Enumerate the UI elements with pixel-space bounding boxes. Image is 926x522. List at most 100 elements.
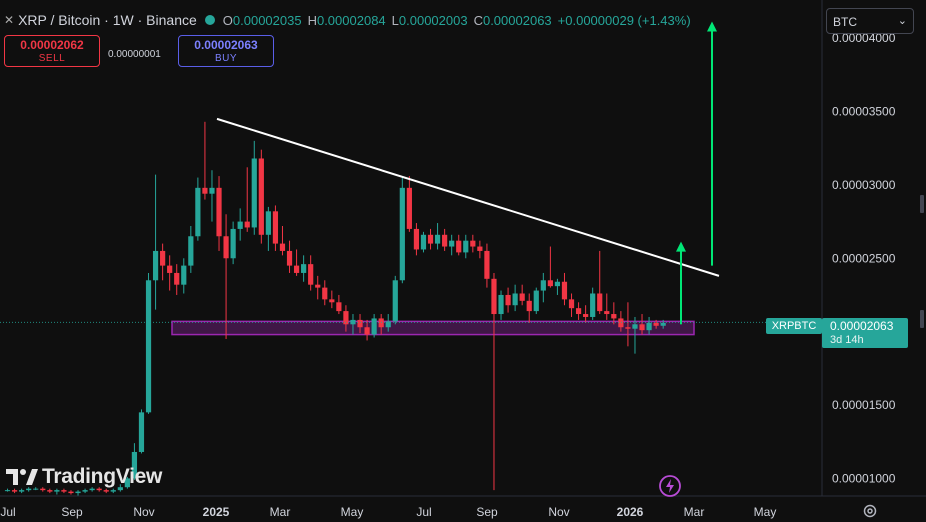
candle[interactable] [160,243,166,281]
candle[interactable] [660,319,666,329]
candle[interactable] [449,234,455,256]
candle[interactable] [223,214,229,339]
candle[interactable] [195,177,201,241]
candle[interactable] [230,221,236,265]
candle[interactable] [625,302,631,347]
symbol-selector[interactable]: BTC ⌄ [826,8,914,34]
candle[interactable] [117,484,123,492]
target-arrow[interactable] [707,21,717,266]
candle[interactable] [174,264,180,295]
candle[interactable] [61,488,67,494]
candle[interactable] [82,488,88,494]
candle[interactable] [138,409,145,454]
candle[interactable] [131,443,138,480]
candle[interactable] [145,272,152,414]
descending-trendline[interactable] [216,117,720,277]
candle[interactable] [357,314,363,334]
candle[interactable] [216,176,222,251]
candle[interactable] [406,176,412,232]
candle[interactable] [293,249,300,276]
candle[interactable] [265,206,271,251]
settings-gear-icon[interactable] [862,503,878,519]
candle[interactable] [308,255,314,291]
candle[interactable] [442,228,448,251]
candle[interactable] [526,293,532,323]
candle[interactable] [512,284,518,312]
tradingview-logo[interactable]: TradingView [6,464,162,490]
candle[interactable] [322,280,328,306]
candle[interactable] [89,487,95,492]
candle[interactable] [611,302,617,325]
candle[interactable] [639,314,645,335]
candle[interactable] [456,234,462,256]
candle[interactable] [554,278,561,295]
candle[interactable] [470,234,476,253]
sell-button[interactable]: 0.00002062 SELL [4,35,100,67]
candle[interactable] [350,314,356,335]
candle[interactable] [399,177,405,284]
candle[interactable] [632,316,638,354]
candle[interactable] [26,487,32,492]
candle[interactable] [618,311,624,332]
candle[interactable] [653,319,659,329]
candle[interactable] [519,284,525,306]
candle[interactable] [279,225,286,256]
candle[interactable] [597,250,603,315]
candle[interactable] [385,314,391,332]
candle[interactable] [286,240,293,273]
candle[interactable] [413,223,420,256]
candle[interactable] [152,174,159,310]
target-arrow[interactable] [676,241,686,325]
close-icon[interactable]: ✕ [4,13,15,27]
candle[interactable] [33,487,39,491]
candle[interactable] [103,488,109,494]
candle[interactable] [336,294,342,315]
candle[interactable] [47,488,53,494]
candle[interactable] [4,488,11,492]
candle[interactable] [181,258,187,294]
candle[interactable] [237,208,243,241]
scroll-handle-mid[interactable] [920,310,924,328]
candle[interactable] [364,319,370,341]
scroll-handle-top[interactable] [920,195,924,213]
candle[interactable] [124,476,130,489]
candle[interactable] [40,487,46,492]
candle[interactable] [484,243,490,288]
candle[interactable] [19,488,25,494]
candle[interactable] [477,240,483,259]
candle[interactable] [392,275,398,325]
candle[interactable] [167,255,173,291]
lightning-icon[interactable] [658,474,682,498]
support-zone[interactable] [171,320,695,336]
candle[interactable] [568,293,575,317]
candle[interactable] [329,290,335,309]
buy-button[interactable]: 0.00002063 BUY [178,35,274,67]
candle[interactable] [244,167,250,232]
candle[interactable] [434,223,441,250]
candle[interactable] [420,231,427,253]
candle[interactable] [251,140,257,235]
candle[interactable] [583,305,589,323]
candle[interactable] [272,205,279,251]
candle[interactable] [547,246,553,288]
candle[interactable] [202,121,208,200]
candle[interactable] [561,272,568,306]
candle[interactable] [646,316,652,335]
candle[interactable] [209,170,215,222]
candle[interactable] [188,225,194,273]
candle[interactable] [604,293,610,320]
candle[interactable] [343,305,349,332]
candle[interactable] [258,149,264,244]
candle[interactable] [540,272,546,303]
candle[interactable] [11,488,18,494]
candle[interactable] [590,287,596,320]
candle[interactable] [96,487,102,492]
candle[interactable] [54,488,60,495]
candle[interactable] [498,290,504,320]
candle[interactable] [75,490,81,496]
candle[interactable] [68,490,74,495]
candle[interactable] [491,272,497,491]
candle[interactable] [301,255,307,282]
candle[interactable] [110,488,116,494]
